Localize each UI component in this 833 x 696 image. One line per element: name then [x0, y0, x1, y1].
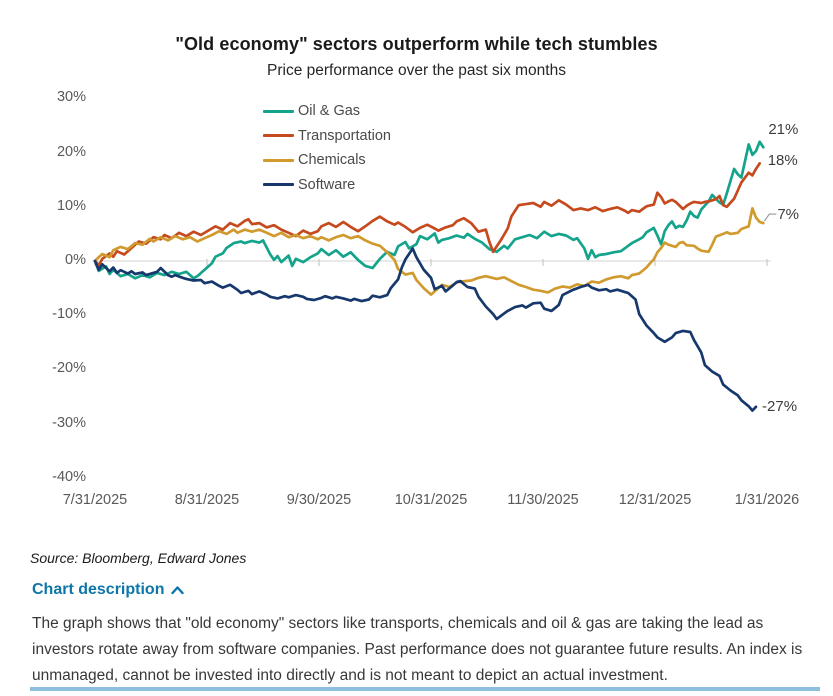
series-line-oil-gas [93, 140, 765, 280]
x-axis-label: 11/30/2025 [507, 492, 579, 508]
legend-label: Transportation [298, 127, 391, 144]
legend-label: Software [298, 176, 356, 193]
chart-description-toggle[interactable]: Chart description [32, 581, 185, 599]
chart-description-toggle-label: Chart description [32, 581, 165, 598]
legend-swatch [263, 183, 294, 187]
y-axis-label: -30% [52, 414, 86, 431]
legend-item-transportation: Transportation [263, 124, 391, 149]
y-axis-label: 30% [56, 89, 86, 106]
end-label-oil-gas: 21% [768, 121, 799, 139]
legend-label: Oil & Gas [298, 103, 361, 120]
chevron-up-icon [171, 585, 185, 595]
chart-subtitle: Price performance over the past six mont… [267, 62, 566, 79]
legend-item-oil-gas: Oil & Gas [263, 99, 391, 124]
y-axis-label: -40% [52, 468, 86, 485]
y-axis-label: 20% [56, 143, 86, 160]
chart-description-text: The graph shows that "old economy" secto… [32, 615, 803, 684]
series-line-software [93, 247, 758, 412]
x-axis-label: 9/30/2025 [286, 492, 352, 508]
end-label-connector [763, 213, 777, 222]
y-axis-label: -20% [52, 360, 86, 377]
x-axis-label: 8/31/2025 [174, 492, 240, 508]
x-axis-label: 1/31/2026 [734, 492, 800, 508]
legend-swatch [263, 109, 294, 113]
legend-swatch [263, 134, 294, 138]
x-axis-label: 10/31/2025 [394, 492, 468, 508]
legend-label: Chemicals [298, 152, 366, 169]
end-label-transportation: 18% [767, 152, 798, 170]
chart-title: "Old economy" sectors outperform while t… [175, 34, 658, 54]
y-axis-label: -10% [52, 306, 86, 323]
end-label-software: -27% [762, 397, 798, 415]
series-line-transportation [93, 162, 762, 267]
y-axis-label: 0% [65, 252, 86, 268]
source-attribution: Source: Bloomberg, Edward Jones [30, 550, 247, 566]
end-label-chemicals: 7% [777, 206, 800, 224]
x-axis-label: 7/31/2025 [62, 492, 128, 508]
legend-swatch [263, 158, 294, 162]
legend-item-chemicals: Chemicals [263, 148, 391, 173]
legend-item-software: Software [263, 173, 391, 198]
chart-legend: Oil & Gas Transportation Chemicals Software [263, 99, 391, 197]
x-axis-label: 12/31/2025 [618, 492, 692, 508]
bottom-accent-bar [30, 687, 820, 691]
y-axis-label: 10% [56, 197, 86, 214]
line-chart-plot [92, 140, 777, 412]
